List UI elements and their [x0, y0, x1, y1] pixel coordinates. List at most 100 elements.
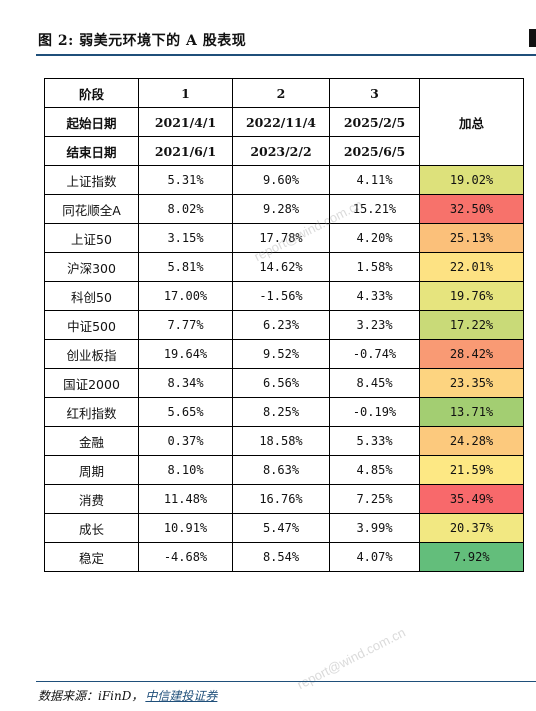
phase-1-start: 2021/4/1 — [138, 107, 233, 137]
phase-3-value: 5.33% — [329, 426, 420, 456]
source-link[interactable]: 中信建投证券 — [145, 689, 218, 703]
table-row: 上证50 3.15% 17.78% 4.20% 25.13% — [44, 223, 524, 253]
start-date-label: 起始日期 — [44, 107, 139, 137]
table-row: 国证2000 8.34% 6.56% 8.45% 23.35% — [44, 368, 524, 398]
table-row: 消费 11.48% 16.76% 7.25% 35.49% — [44, 484, 524, 514]
phase-3-value: 4.85% — [329, 455, 420, 485]
table-row: 成长 10.91% 5.47% 3.99% 20.37% — [44, 513, 524, 543]
phase-3-end: 2025/6/5 — [329, 136, 420, 166]
phase-1-value: 8.10% — [138, 455, 233, 485]
row-label: 周期 — [44, 455, 139, 485]
total-value: 19.02% — [419, 165, 524, 195]
table-row: 科创50 17.00% -1.56% 4.33% 19.76% — [44, 281, 524, 311]
phase-1-value: 10.91% — [138, 513, 233, 543]
phase-3-value: -0.19% — [329, 397, 420, 427]
phase-2-value: -1.56% — [232, 281, 330, 311]
phase-1-value: 17.00% — [138, 281, 233, 311]
total-value: 7.92% — [419, 542, 524, 572]
phase-2-value: 9.52% — [232, 339, 330, 369]
table-row: 沪深300 5.81% 14.62% 1.58% 22.01% — [44, 252, 524, 282]
total-value: 20.37% — [419, 513, 524, 543]
table-row: 稳定 -4.68% 8.54% 4.07% 7.92% — [44, 542, 524, 572]
row-label: 消费 — [44, 484, 139, 514]
phase-2-value: 18.58% — [232, 426, 330, 456]
total-value: 25.13% — [419, 223, 524, 253]
row-label: 金融 — [44, 426, 139, 456]
row-label: 成长 — [44, 513, 139, 543]
source-label: 数据来源：iFinD， — [38, 689, 144, 703]
phase-2-value: 9.60% — [232, 165, 330, 195]
total-value: 22.01% — [419, 252, 524, 282]
phase-3-value: 4.11% — [329, 165, 420, 195]
table-body: 阶段 1 2 3 加总 起始日期 2021/4/1 2022/11/4 2025… — [44, 78, 524, 572]
phase-2-value: 17.78% — [232, 223, 330, 253]
phase-1-value: 5.31% — [138, 165, 233, 195]
phase-3-value: 4.20% — [329, 223, 420, 253]
phase-2-start: 2022/11/4 — [232, 107, 330, 137]
end-date-row: 结束日期 2021/6/1 2023/2/2 2025/6/5 — [44, 136, 524, 166]
phase-3-value: 8.45% — [329, 368, 420, 398]
source-rule — [36, 681, 536, 682]
total-value: 32.50% — [419, 194, 524, 224]
row-label: 沪深300 — [44, 252, 139, 282]
phase-2-value: 5.47% — [232, 513, 330, 543]
total-value: 24.28% — [419, 426, 524, 456]
phase-1-end: 2021/6/1 — [138, 136, 233, 166]
phase-1-value: 0.37% — [138, 426, 233, 456]
total-value: 23.35% — [419, 368, 524, 398]
row-label: 稳定 — [44, 542, 139, 572]
phase-1-value: 5.65% — [138, 397, 233, 427]
performance-table: 阶段 1 2 3 加总 起始日期 2021/4/1 2022/11/4 2025… — [44, 78, 524, 572]
phase-2-end: 2023/2/2 — [232, 136, 330, 166]
phase-1-value: -4.68% — [138, 542, 233, 572]
table-row: 红利指数 5.65% 8.25% -0.19% 13.71% — [44, 397, 524, 427]
phase-3-value: 7.25% — [329, 484, 420, 514]
phase-3-value: -0.74% — [329, 339, 420, 369]
phase-2-value: 14.62% — [232, 252, 330, 282]
page-edge-mark — [529, 29, 536, 47]
row-label: 中证500 — [44, 310, 139, 340]
phase-2-number: 2 — [232, 78, 330, 108]
phase-2-value: 6.23% — [232, 310, 330, 340]
phase-3-value: 3.23% — [329, 310, 420, 340]
table-row: 创业板指 19.64% 9.52% -0.74% 28.42% — [44, 339, 524, 369]
phase-2-value: 8.25% — [232, 397, 330, 427]
phase-row: 阶段 1 2 3 加总 — [44, 78, 524, 166]
phase-2-value: 8.63% — [232, 455, 330, 485]
total-value: 28.42% — [419, 339, 524, 369]
phase-label: 阶段 — [44, 78, 139, 108]
phase-1-value: 3.15% — [138, 223, 233, 253]
phase-3-value: 3.99% — [329, 513, 420, 543]
phase-3-value: 4.07% — [329, 542, 420, 572]
phase-3-value: 15.21% — [329, 194, 420, 224]
total-value: 13.71% — [419, 397, 524, 427]
phase-1-value: 7.77% — [138, 310, 233, 340]
total-value: 21.59% — [419, 455, 524, 485]
total-value: 19.76% — [419, 281, 524, 311]
total-header: 加总 — [419, 78, 524, 166]
phase-2-value: 16.76% — [232, 484, 330, 514]
table-row: 金融 0.37% 18.58% 5.33% 24.28% — [44, 426, 524, 456]
phase-2-value: 8.54% — [232, 542, 330, 572]
row-label: 科创50 — [44, 281, 139, 311]
table-row: 中证500 7.77% 6.23% 3.23% 17.22% — [44, 310, 524, 340]
row-label: 红利指数 — [44, 397, 139, 427]
phase-3-value: 1.58% — [329, 252, 420, 282]
phase-2-value: 6.56% — [232, 368, 330, 398]
total-value: 35.49% — [419, 484, 524, 514]
row-label: 创业板指 — [44, 339, 139, 369]
title-rule — [36, 54, 536, 56]
row-label: 国证2000 — [44, 368, 139, 398]
start-date-row: 起始日期 2021/4/1 2022/11/4 2025/2/5 — [44, 107, 524, 137]
row-label: 上证指数 — [44, 165, 139, 195]
phase-1-value: 8.02% — [138, 194, 233, 224]
row-label: 上证50 — [44, 223, 139, 253]
table-row: 同花顺全A 8.02% 9.28% 15.21% 32.50% — [44, 194, 524, 224]
phase-1-value: 19.64% — [138, 339, 233, 369]
phase-1-value: 8.34% — [138, 368, 233, 398]
phase-2-value: 9.28% — [232, 194, 330, 224]
phase-3-number: 3 — [329, 78, 420, 108]
figure-title: 图 2: 弱美元环境下的 A 股表现 — [38, 33, 247, 49]
phase-3-value: 4.33% — [329, 281, 420, 311]
total-value: 17.22% — [419, 310, 524, 340]
